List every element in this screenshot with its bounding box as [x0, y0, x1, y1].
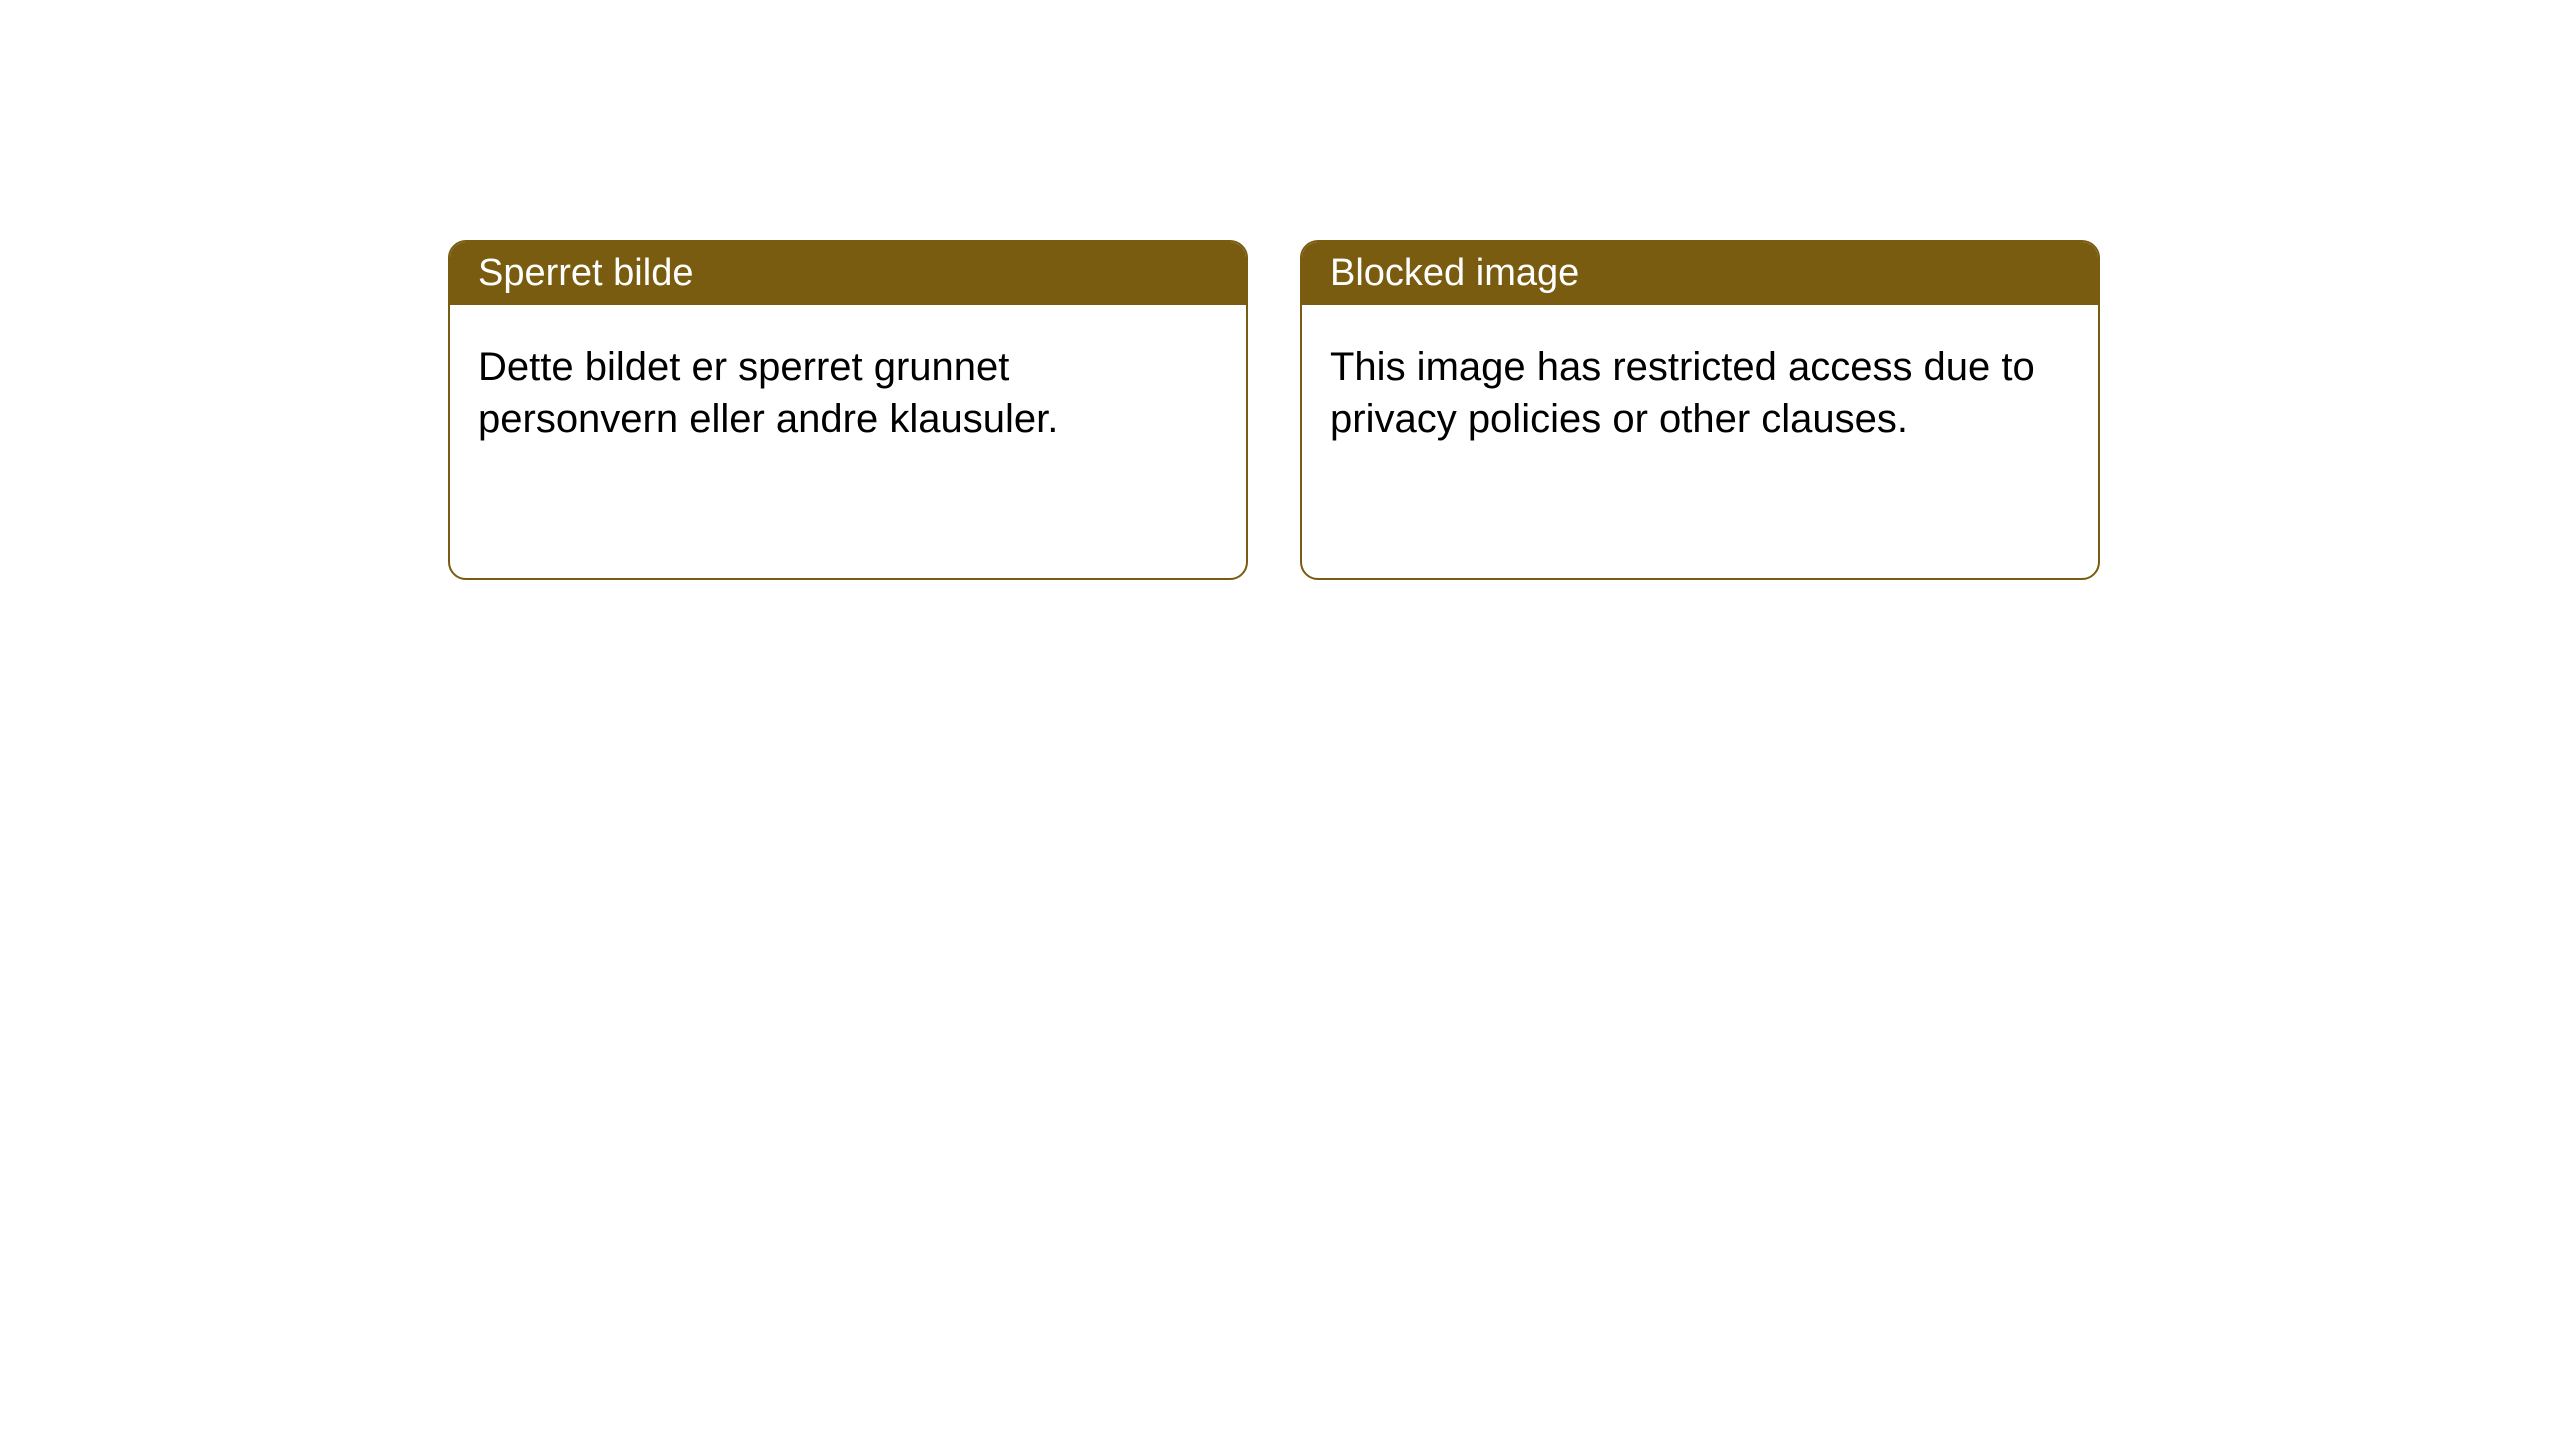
- card-body-text: This image has restricted access due to …: [1330, 345, 2035, 441]
- card-title: Sperret bilde: [478, 252, 693, 294]
- notice-cards-container: Sperret bilde Dette bildet er sperret gr…: [448, 240, 2100, 580]
- card-header: Blocked image: [1302, 242, 2098, 305]
- notice-card-norwegian: Sperret bilde Dette bildet er sperret gr…: [448, 240, 1248, 580]
- card-header: Sperret bilde: [450, 242, 1246, 305]
- card-body-text: Dette bildet er sperret grunnet personve…: [478, 345, 1058, 441]
- notice-card-english: Blocked image This image has restricted …: [1300, 240, 2100, 580]
- card-body: This image has restricted access due to …: [1302, 305, 2098, 481]
- card-title: Blocked image: [1330, 252, 1579, 294]
- card-body: Dette bildet er sperret grunnet personve…: [450, 305, 1246, 481]
